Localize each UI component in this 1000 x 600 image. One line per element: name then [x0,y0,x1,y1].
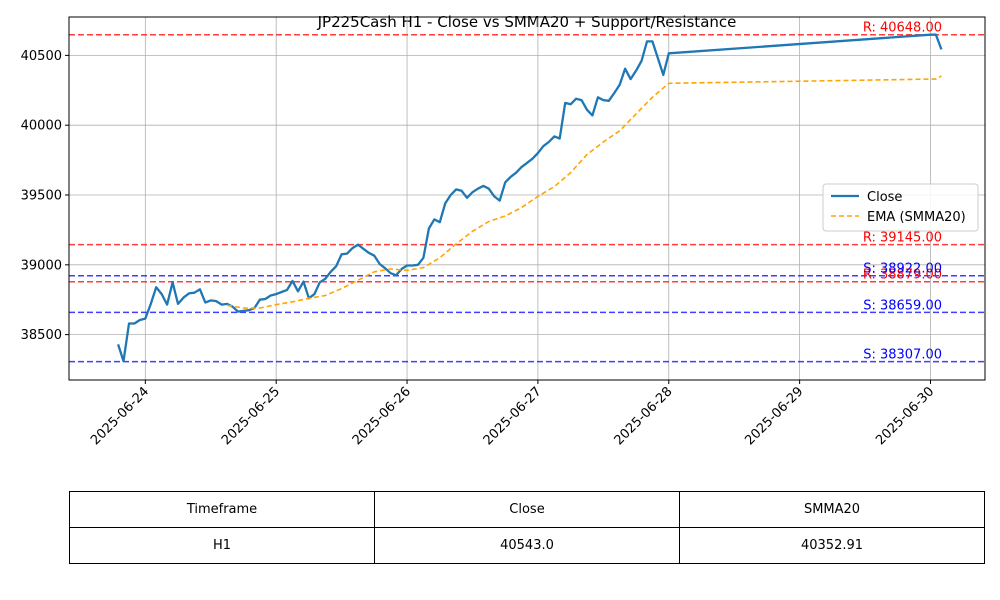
header-cell-smma20: SMMA20 [679,491,985,528]
header-cell-close: Close [374,491,680,528]
chart-title: JP225Cash H1 - Close vs SMMA20 + Support… [317,13,737,31]
smma-series-line [226,75,942,309]
close-series-line [117,33,943,363]
x-axis: 2025-06-24 2025-06-25 2025-06-26 2025-06-27… [88,380,937,448]
legend-box [822,183,979,232]
y-tick-label: 38500 [21,328,62,343]
support-label: S: 38922.00 [863,262,942,277]
y-tick-label: 40500 [21,49,62,64]
summary-table: Timeframe Close SMMA20 H1 40543.0 40352.… [69,491,985,564]
x-tick-label: 2025-06-30 [873,384,937,448]
resistance-label: R: 38879.00 [863,268,942,283]
header-cell-timeframe: Timeframe [69,491,375,528]
cell-smma20: 40352.91 [679,527,985,564]
level-labels: R: 40648.00 R: 39145.00 R: 38879.00S: 3892… [863,21,942,363]
x-tick-label: 2025-06-24 [88,384,152,448]
support-label: S: 38659.00 [863,298,942,313]
chart: JP225Cash H1 - Close vs SMMA20 + Support… [21,13,986,448]
x-tick-label: 2025-06-26 [350,384,414,448]
plot-area [68,16,986,381]
resistance-label: R: 40648.00 [863,21,942,36]
series [117,33,943,363]
x-tick-label: 2025-06-28 [612,384,676,448]
grid [69,17,985,380]
resistance-label: R: 39145.00 [863,231,942,246]
y-tick-label: 39000 [21,258,62,273]
cell-timeframe: H1 [69,527,375,564]
y-tick-label: 39500 [21,189,62,204]
y-axis: 38500 39000 39500 40000 40500 [21,49,69,343]
legend-smma-label: EMA (SMMA20) [867,210,966,225]
y-tick-label: 40000 [21,119,62,134]
x-tick-label: 2025-06-27 [481,384,545,448]
table-header-row: Timeframe Close SMMA20 [69,491,985,528]
x-tick-label: 2025-06-25 [219,384,283,448]
support-label: S: 38307.00 [863,348,942,363]
x-tick-label: 2025-06-29 [742,384,806,448]
cell-close: 40543.0 [374,527,680,564]
legend: Close EMA (SMMA20) [822,183,979,232]
table-row: H1 40543.0 40352.91 [69,527,985,564]
legend-close-label: Close [867,190,902,205]
